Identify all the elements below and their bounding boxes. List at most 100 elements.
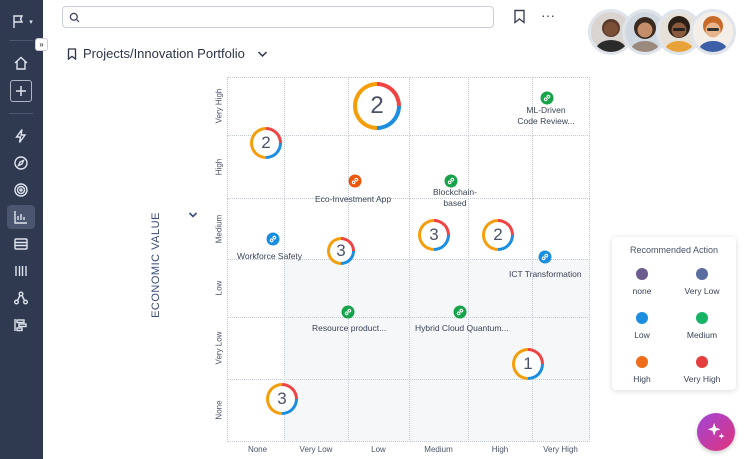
legend-item[interactable]: Very Low (672, 268, 732, 296)
x-tick-label: High (491, 445, 509, 454)
legend-item[interactable]: Medium (672, 312, 732, 340)
legend-item[interactable]: High (612, 356, 672, 384)
matrix-cell (284, 317, 349, 380)
cluster-count: 3 (429, 225, 439, 244)
matrix-cell (227, 77, 285, 136)
matrix-cell (468, 259, 533, 318)
project-label[interactable]: ML-Driven Code Review... (517, 105, 575, 126)
cluster-bubble[interactable]: 3 (418, 219, 450, 251)
target-icon[interactable] (7, 178, 35, 202)
search-icon (69, 12, 80, 22)
sidebar: ▾ (0, 0, 43, 459)
kanban-icon[interactable] (7, 259, 35, 283)
project-link-icon[interactable] (540, 91, 554, 105)
portfolio-matrix: 2 2 3 3 2 1 3 ML-Driven Code Review... Eco-Inves… (227, 77, 590, 442)
ai-assistant-button[interactable] (697, 413, 735, 451)
matrix-cell (532, 259, 590, 318)
x-tick-label: Very High (543, 445, 578, 454)
flag-menu-icon[interactable]: ▾ (9, 10, 35, 34)
cluster-count: 2 (261, 133, 271, 152)
bookmark-icon[interactable] (67, 47, 77, 60)
gantt-icon[interactable] (7, 313, 35, 337)
cluster-count: 1 (523, 354, 533, 373)
cluster-bubble[interactable]: 2 (353, 82, 401, 130)
y-tick-label: Medium (214, 214, 224, 243)
avatar[interactable] (622, 9, 668, 55)
matrix-cell (532, 135, 590, 199)
project-link-icon[interactable] (348, 174, 362, 188)
cluster-bubble[interactable]: 3 (327, 237, 355, 265)
project-label[interactable]: Resource product... (312, 323, 387, 333)
add-icon[interactable] (10, 80, 32, 102)
legend-swatch (696, 356, 708, 368)
expand-sidebar-icon[interactable]: » (35, 38, 48, 51)
project-link-icon[interactable] (341, 305, 355, 319)
y-tick-label: None (214, 400, 224, 420)
hierarchy-icon[interactable] (7, 286, 35, 310)
home-icon[interactable] (7, 51, 35, 75)
matrix-cell (227, 259, 285, 318)
cluster-bubble[interactable]: 2 (250, 127, 282, 159)
legend: Recommended Action none Very Low Low Medium… (612, 237, 736, 390)
matrix-cell (348, 135, 410, 199)
page-title: Projects/Innovation Portfolio (67, 46, 268, 61)
legend-label: Medium (686, 330, 718, 340)
cluster-bubble[interactable]: 1 (512, 348, 544, 380)
compass-icon[interactable] (7, 151, 35, 175)
y-tick-label: Very Low (214, 331, 224, 365)
y-axis-title: ECONOMIC VALUE (150, 212, 162, 318)
project-label[interactable]: Blockchain-based (433, 187, 477, 208)
more-icon[interactable]: ··· (541, 7, 555, 23)
project-label[interactable]: Eco-Investment App (315, 194, 392, 204)
legend-item[interactable]: none (612, 268, 672, 296)
cluster-count: 2 (493, 225, 503, 244)
legend-title: Recommended Action (629, 245, 719, 255)
matrix-cell (284, 259, 349, 318)
project-label[interactable]: ICT Transformation (509, 269, 582, 279)
legend-swatch (636, 356, 648, 368)
lightning-icon[interactable] (7, 124, 35, 148)
x-tick-label: None (247, 445, 268, 454)
matrix-cell (348, 198, 410, 260)
legend-item[interactable]: Very High (672, 356, 732, 384)
cluster-bubble[interactable]: 3 (266, 383, 298, 415)
sparkle-icon (707, 422, 725, 440)
y-tick-label: Low (214, 280, 224, 296)
matrix-cell (284, 77, 349, 136)
chart-icon[interactable] (7, 205, 35, 229)
project-link-icon[interactable] (538, 250, 552, 264)
legend-swatch (696, 312, 708, 324)
search-input[interactable] (86, 10, 486, 24)
y-tick-label: Very High (214, 88, 224, 124)
project-label[interactable]: Workforce Safety (237, 251, 303, 261)
matrix-cell (409, 379, 469, 442)
avatar[interactable] (690, 9, 736, 55)
cluster-bubble[interactable]: 2 (482, 219, 514, 251)
legend-swatch (636, 268, 648, 280)
chevron-down-icon[interactable] (257, 50, 268, 58)
bookmark-icon[interactable] (509, 6, 529, 26)
project-link-icon[interactable] (266, 232, 280, 246)
x-tick-label: Very Low (299, 445, 333, 454)
project-link-icon[interactable] (444, 174, 458, 188)
search-bar[interactable] (62, 6, 494, 28)
table-icon[interactable] (7, 232, 35, 256)
project-label[interactable]: Hybrid Cloud Quantum... (415, 323, 509, 333)
legend-item[interactable]: Low (612, 312, 672, 340)
legend-swatch (696, 268, 708, 280)
x-tick-label: Low (371, 445, 386, 454)
matrix-cell (227, 317, 285, 380)
cluster-count: 3 (277, 389, 287, 408)
legend-label: High (633, 374, 651, 384)
cluster-count: 3 (336, 241, 346, 260)
cluster-count: 2 (370, 92, 384, 119)
matrix-cell (284, 135, 349, 199)
matrix-cell (532, 379, 590, 442)
avatar[interactable] (588, 9, 634, 55)
legend-label: Very Low (684, 286, 720, 296)
matrix-cell (348, 259, 410, 318)
project-link-icon[interactable] (453, 305, 467, 319)
matrix-cell (348, 317, 410, 380)
chevron-down-icon[interactable] (188, 206, 198, 224)
legend-label: Very High (683, 374, 721, 384)
